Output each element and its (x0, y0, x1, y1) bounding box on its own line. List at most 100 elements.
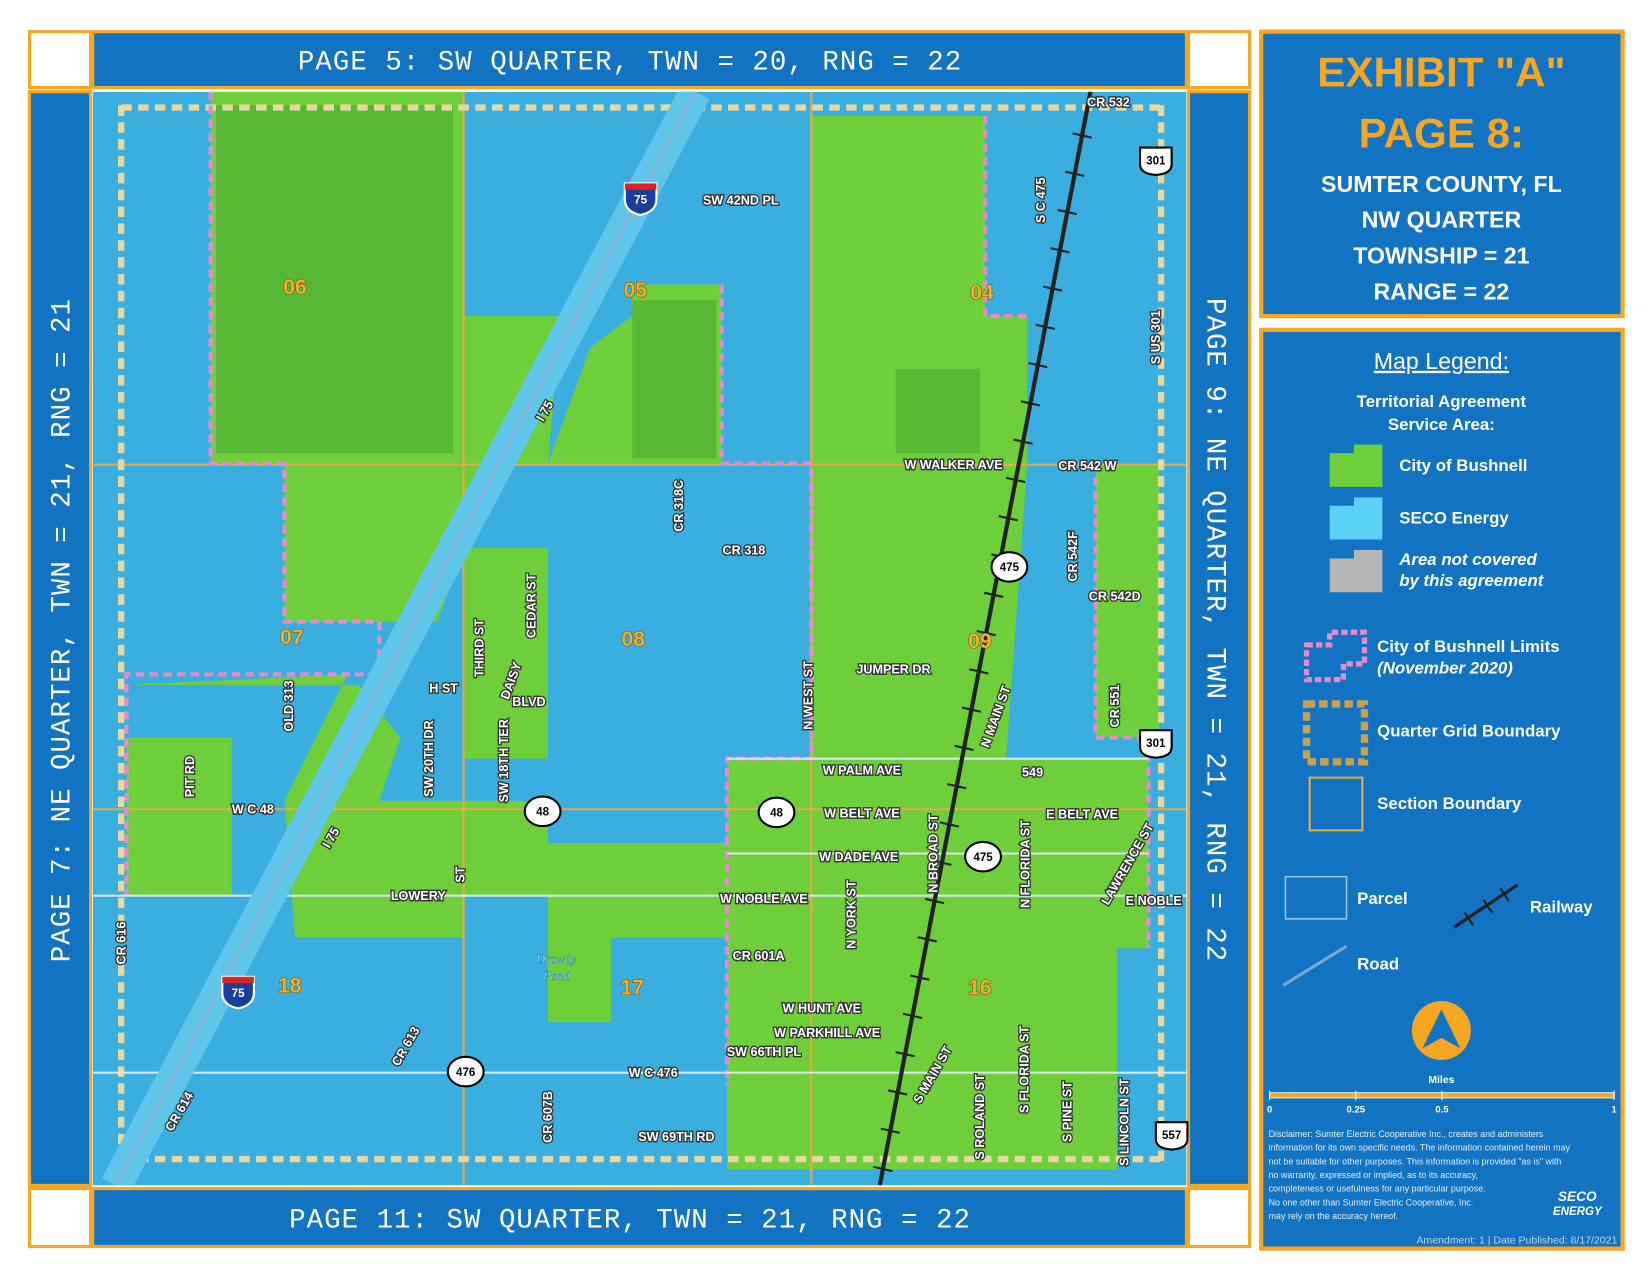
city-limits (124, 91, 1151, 1086)
disclaimer: Disclaimer: Sumter Electric Cooperative … (1269, 1129, 1571, 1221)
tie (1050, 247, 1070, 254)
road-label: W PARKHILL AVE (774, 1026, 880, 1040)
road-label: OLD 313 (282, 680, 296, 731)
tie (976, 629, 996, 637)
interstate-shield (623, 182, 658, 217)
tie (910, 974, 930, 981)
header-line: SUMTER COUNTY, FL (1321, 171, 1562, 197)
swatch-limits (1303, 629, 1368, 683)
shield-top (624, 183, 657, 190)
shield-number: 48 (536, 807, 549, 819)
header-line: NW QUARTER (1362, 207, 1522, 233)
swatch-parcel (1284, 875, 1348, 920)
interstate-center (114, 91, 697, 1186)
railway (877, 91, 1093, 1186)
tie (983, 591, 1004, 598)
shield-number: 75 (634, 194, 647, 206)
scale-tick-label: 1 (1612, 1105, 1617, 1116)
section-number: 09 (968, 630, 991, 653)
tie (969, 668, 989, 675)
tie (924, 897, 945, 905)
banner-left: PAGE 7: NE QUARTER, TWN = 21, RNG = 21 (48, 298, 79, 962)
state-shield (523, 795, 562, 828)
banner-right: PAGE 9: NE QUARTER, TWN = 21, RNG = 22 (1198, 298, 1229, 962)
corner (1186, 30, 1252, 90)
us-shield (1154, 1121, 1189, 1151)
disclaimer-line: Disclaimer: Sumter Electric Cooperative … (1269, 1129, 1544, 1139)
legend-label: by this agreement (1399, 571, 1545, 590)
legend-label: (November 2020) (1377, 658, 1513, 677)
north-arrow-head (1422, 1009, 1461, 1049)
shield-number: 475 (1000, 562, 1020, 574)
banner-top: PAGE 5: SW QUARTER, TWN = 20, RNG = 22 (298, 48, 962, 79)
road-label: S LINCOLN ST (1117, 1078, 1131, 1166)
tie (1005, 476, 1026, 484)
tie (873, 1165, 893, 1173)
road-label: LOWERY (391, 889, 447, 903)
state-shield (757, 796, 796, 829)
shield-number: 48 (770, 808, 783, 820)
swatch-railway (1453, 883, 1519, 929)
state-shield (964, 840, 1003, 873)
tie (917, 936, 937, 943)
shield-number: 475 (973, 852, 993, 864)
road-label: W PALM AVE (823, 763, 901, 777)
tie (902, 1012, 923, 1020)
road-label: W C 476 (629, 1066, 678, 1080)
section-number: 04 (970, 281, 994, 304)
shield-number: 301 (1146, 155, 1166, 167)
swatch-road (1282, 944, 1348, 987)
page-title: PAGE 8: (1359, 110, 1524, 157)
road-label: CR 601A (733, 949, 785, 963)
section-number: 16 (968, 977, 991, 1000)
banner-bottom: PAGE 11: SW QUARTER, TWN = 21, RNG = 22 (289, 1206, 971, 1237)
section-number: 18 (278, 975, 302, 998)
road-label: CEDAR ST (524, 573, 538, 638)
road-label: S US 301 (1149, 310, 1163, 364)
header-line: TOWNSHIP = 21 (1353, 242, 1529, 268)
road-label: CR 551 (1108, 685, 1122, 728)
banner-box (91, 1186, 1188, 1249)
tie (946, 783, 967, 790)
legend-label: Railway (1530, 898, 1593, 917)
legend-label: City of Bushnell Limits (1377, 637, 1560, 656)
road-label: THIRD ST (473, 619, 487, 677)
logo: ENERGY (1553, 1206, 1603, 1218)
footer: Amendment: 1 | Date Published: 8/17/2021 (1416, 1234, 1617, 1246)
tie (1057, 208, 1078, 216)
swatch-bushnell (1329, 444, 1383, 487)
road-label: N FLORIDA ST (1018, 820, 1032, 908)
road-label: SW 66TH PL (727, 1045, 802, 1059)
road-label: N WEST ST (801, 661, 815, 730)
road-label: W NOBLE AVE (720, 892, 808, 906)
logo: SECO (1558, 1189, 1597, 1204)
vegetation (215, 105, 980, 459)
legend-label: City of Bushnell (1399, 456, 1527, 475)
shield-number: 75 (232, 988, 245, 1000)
swatch-seco (1329, 497, 1383, 540)
legend-subtitle: Service Area: (1388, 415, 1495, 434)
road-label: JUMPER DR (856, 662, 930, 676)
legend-subtitle: Territorial Agreement (1357, 392, 1527, 411)
corner (1186, 1186, 1252, 1249)
road-label: SW 69TH RD (638, 1130, 714, 1144)
road-label: CR 318C (672, 480, 686, 532)
road-label: CR 616 (114, 922, 128, 965)
tie (998, 515, 1019, 522)
banner-box (91, 30, 1188, 90)
road-label: W HUNT AVE (783, 1002, 862, 1016)
road-label: CR 532 (1087, 95, 1130, 109)
tie (954, 744, 974, 752)
swatch-section (1308, 776, 1364, 832)
legend-label: Parcel (1357, 889, 1408, 908)
road-label: N YORK ST (845, 880, 859, 949)
tie (1042, 285, 1063, 292)
disclaimer-line: information for its own specific needs. … (1269, 1143, 1571, 1153)
scale-tick-label: 0.25 (1347, 1105, 1365, 1116)
road-label: N BROAD ST (927, 814, 941, 893)
corner (27, 1186, 93, 1249)
corner (27, 30, 93, 90)
tie (1072, 132, 1092, 139)
interstate-shield (221, 975, 255, 1010)
